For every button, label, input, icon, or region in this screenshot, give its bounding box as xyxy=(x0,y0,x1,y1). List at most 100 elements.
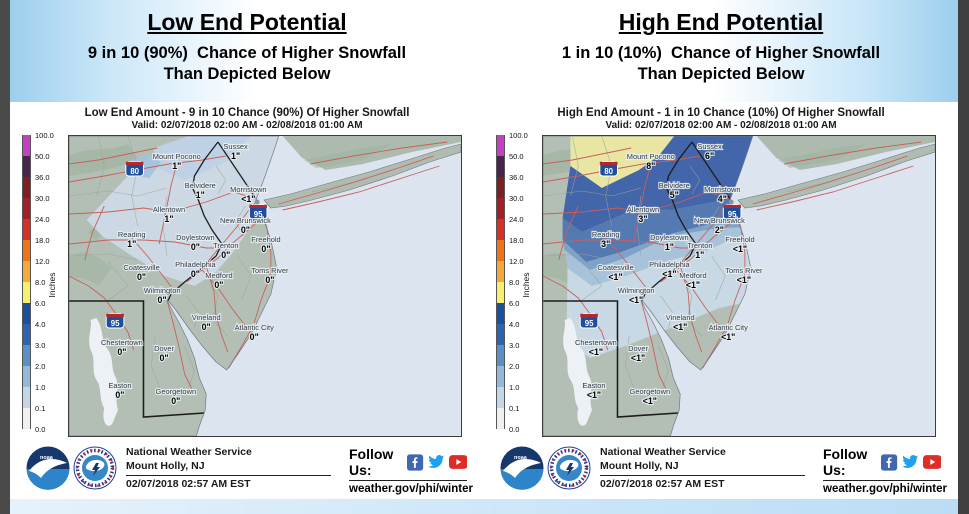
snowfall-amount: 3" xyxy=(601,239,610,249)
delaware-river-border xyxy=(167,141,223,302)
snowfall-amount: <1" xyxy=(629,295,643,305)
legend-tick-label: 30.0 xyxy=(509,194,524,203)
snowfall-amount: 0" xyxy=(241,225,250,235)
city-name: Georgetown xyxy=(156,387,197,396)
svg-text:95: 95 xyxy=(585,319,594,328)
ny-nj-border xyxy=(691,141,731,200)
snowfall-amount: 3" xyxy=(638,214,647,224)
city-name: Allentown xyxy=(153,205,185,214)
facebook-icon[interactable] xyxy=(881,452,898,473)
left-window-edge xyxy=(0,0,10,514)
right-window-edge xyxy=(958,0,969,514)
snowfall-amount: <1" xyxy=(643,396,657,406)
legend-color-segment xyxy=(22,282,31,303)
legend-tick-label: 50.0 xyxy=(35,152,50,161)
legend-color-segment xyxy=(496,387,505,408)
svg-text:noaa: noaa xyxy=(40,455,54,461)
legend-color-segment xyxy=(22,366,31,387)
legend-color-segment xyxy=(22,345,31,366)
panel-low-end: Low End Potential 9 in 10 (90%) Chance o… xyxy=(10,0,484,514)
snowfall-amount: 4" xyxy=(718,194,727,204)
city-name: Coatesville xyxy=(597,263,633,272)
city-name: Atlantic City xyxy=(709,323,749,332)
snowfall-amount: 0" xyxy=(158,295,167,305)
legend-color-segment xyxy=(496,345,505,366)
twitter-icon[interactable] xyxy=(901,452,919,472)
footer-divider xyxy=(126,475,331,477)
youtube-icon[interactable] xyxy=(448,453,467,471)
facebook-icon[interactable] xyxy=(407,452,424,473)
legend-color-segment xyxy=(496,282,505,303)
high-map-frame: 80 95 95 Mount Pocono 8" Sussex 6" Belvidere 5" M… xyxy=(542,135,936,437)
low-end-header: Low End Potential 9 in 10 (90%) Chance o… xyxy=(10,0,484,102)
legend-tick-label: 8.0 xyxy=(35,278,46,287)
high-end-subtitle-1: 1 in 10 (10%) Chance of Higher Snowfall xyxy=(561,44,881,62)
city-name: Mount Pocono xyxy=(627,152,675,161)
nyc-urban-area xyxy=(254,199,260,205)
low-end-map-block: Low End Amount - 9 in 10 Chance (90%) Of… xyxy=(10,107,484,437)
follow-us-label: Follow Us: xyxy=(349,446,394,478)
city-name: Philadelphia xyxy=(649,260,690,269)
low-map-title: Low End Amount - 9 in 10 Chance (90%) Of… xyxy=(84,107,410,119)
youtube-icon[interactable] xyxy=(922,453,941,471)
city-name: Dover xyxy=(628,344,648,353)
snowfall-amount: <1" xyxy=(673,322,687,332)
legend-tick-label: 6.0 xyxy=(35,299,46,308)
snowfall-amount: 8" xyxy=(646,161,655,171)
legend-tick-label: 6.0 xyxy=(509,299,520,308)
legend-tick-label: 12.0 xyxy=(509,257,524,266)
ny-nj-border xyxy=(217,141,257,200)
high-panel-footer: noaa National Weather Service Mount Holl… xyxy=(484,437,958,495)
legend-color-segment xyxy=(22,303,31,324)
city-name: Easton xyxy=(108,381,131,390)
city-name: Wilmington xyxy=(144,286,181,295)
city-name: Freehold xyxy=(251,235,280,244)
snowfall-amount: 2" xyxy=(715,225,724,235)
snowfall-amount: 1" xyxy=(127,239,136,249)
snowfall-amount: <1" xyxy=(608,272,622,282)
legend-tick-label: 50.0 xyxy=(509,152,524,161)
snowfall-amount: 1" xyxy=(695,250,704,260)
legend-tick-label: 24.0 xyxy=(509,215,524,224)
nws-org-name: National Weather Service xyxy=(600,446,726,458)
city-name: New Brunswick xyxy=(694,216,745,225)
city-name: Georgetown xyxy=(630,387,671,396)
high-end-subtitle-2: Than Depicted Below xyxy=(637,65,805,84)
snowfall-amount: 0" xyxy=(261,244,270,254)
high-end-header: High End Potential 1 in 10 (10%) Chance … xyxy=(484,0,958,102)
legend-tick-label: 1.0 xyxy=(509,383,520,392)
high-end-map-block: High End Amount - 1 in 10 Chance (10%) O… xyxy=(484,107,958,437)
city-name: Toms River xyxy=(251,266,289,275)
legend-tick-label: 4.0 xyxy=(509,320,520,329)
snowfall-amount: 1" xyxy=(196,190,205,200)
city-name: Vineland xyxy=(192,313,221,322)
twitter-icon[interactable] xyxy=(427,452,445,472)
snowfall-amount: 1" xyxy=(231,151,240,161)
bottom-accent-strip xyxy=(10,499,958,514)
legend-color-segment xyxy=(496,156,505,177)
city-name: Medford xyxy=(679,271,706,280)
city-name: Trenton xyxy=(687,241,712,250)
legend-tick-label: 0.0 xyxy=(35,425,46,434)
legend-color-segment xyxy=(496,198,505,219)
snowfall-amount: 0" xyxy=(265,275,274,285)
snowfall-amount: 0" xyxy=(202,322,211,332)
interstate-shield-icon: 95 xyxy=(105,313,125,329)
snowfall-amount: 0" xyxy=(137,272,146,282)
legend-tick-label: 0.1 xyxy=(35,404,46,413)
legend-tick-label: 24.0 xyxy=(35,215,50,224)
winter-page-url[interactable]: weather.gov/phi/winter xyxy=(349,483,473,495)
low-panel-footer: noaa National Weather Service Mount Holl… xyxy=(10,437,484,495)
winter-page-url[interactable]: weather.gov/phi/winter xyxy=(823,483,947,495)
low-end-subtitle-2: Than Depicted Below xyxy=(163,65,331,84)
legend-color-segment xyxy=(22,408,31,429)
snowfall-amount: 0" xyxy=(117,347,126,357)
issued-timestamp: 02/07/2018 02:57 AM EST xyxy=(600,478,725,491)
county-lines xyxy=(543,136,867,395)
svg-text:noaa: noaa xyxy=(514,455,528,461)
snowfall-amount: 0" xyxy=(171,396,180,406)
legend-color-segment xyxy=(496,303,505,324)
